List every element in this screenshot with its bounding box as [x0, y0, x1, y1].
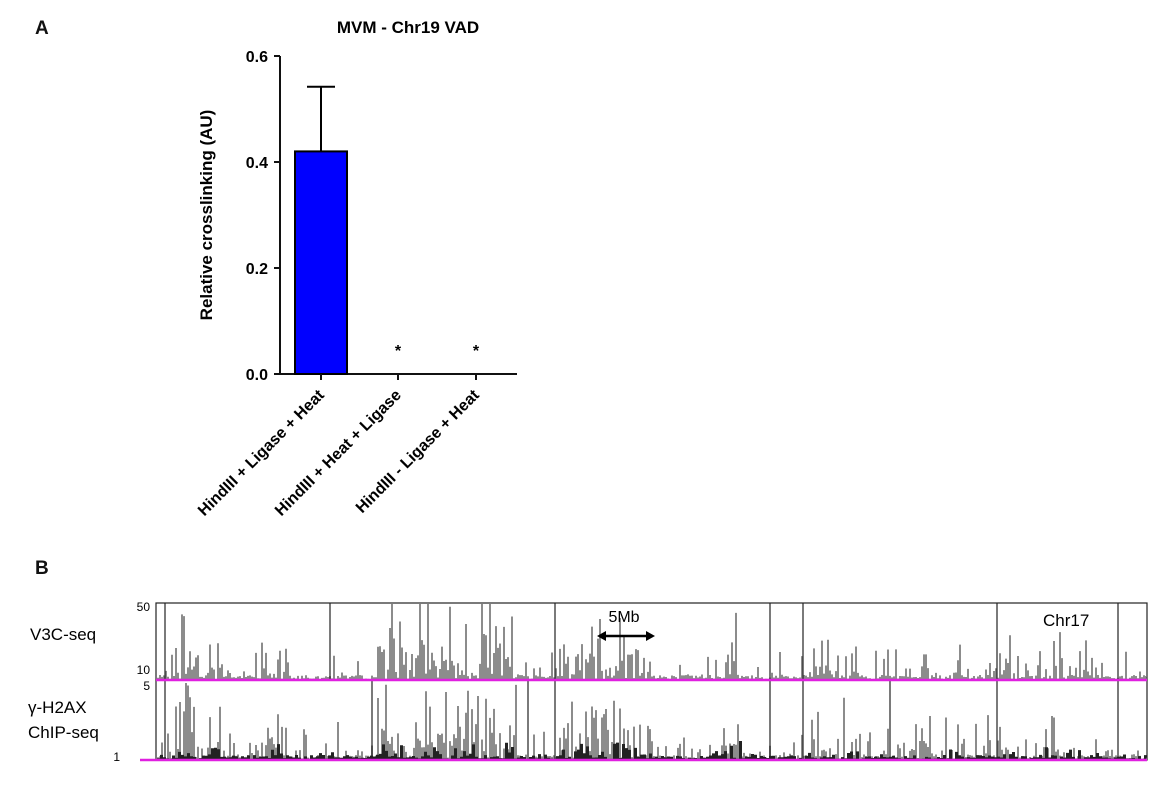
track2-signal — [157, 683, 1147, 759]
track1-ymin: 10 — [137, 663, 151, 677]
track1-ymax: 50 — [137, 600, 151, 614]
significance-marker: * — [395, 343, 402, 360]
y-tick-label: 0.2 — [246, 261, 268, 278]
chromosome-label: Chr17 — [1043, 611, 1089, 630]
track1-signal — [157, 604, 1147, 679]
track-signals — [157, 604, 1147, 759]
chromosome-borders — [164, 603, 1119, 760]
y-ticks: 0.0 0.2 0.4 0.6 — [246, 49, 280, 384]
scale-bar-label: 5Mb — [608, 609, 639, 626]
track1-label: V3C-seq — [30, 625, 96, 644]
y-tick-label: 0.6 — [246, 49, 268, 66]
category-label: HindIII + Heat + Ligase — [272, 387, 405, 520]
track2-signal-dark — [157, 741, 1147, 759]
track2-label-line1: γ-H2AX — [28, 698, 87, 717]
significance-marker: * — [473, 343, 480, 360]
chart-title: MVM - Chr19 VAD — [337, 18, 479, 37]
scale-bar-arrow-left — [597, 631, 606, 641]
y-tick-label: 0.0 — [246, 367, 268, 384]
scale-bar-arrow-right — [646, 631, 655, 641]
bar — [294, 150, 348, 375]
panel-label-b: B — [35, 558, 49, 579]
genome-tracks: 50 10 5 1 V3C-seq γ-H2AX ChIP-seq Chr17 … — [28, 600, 1148, 764]
bar-chart: MVM - Chr19 VAD Relative crosslinking (A… — [195, 18, 517, 520]
y-tick-label: 0.4 — [246, 155, 268, 172]
bars: * * — [294, 85, 480, 375]
track2-label-line2: ChIP-seq — [28, 723, 99, 742]
y-axis-label: Relative crosslinking (AU) — [197, 110, 216, 321]
track2-ymin: 1 — [113, 750, 120, 764]
category-label: HindIII + Ligase + Heat — [195, 386, 328, 519]
track2-ymax: 5 — [143, 679, 150, 693]
panel-label-a: A — [35, 18, 49, 39]
